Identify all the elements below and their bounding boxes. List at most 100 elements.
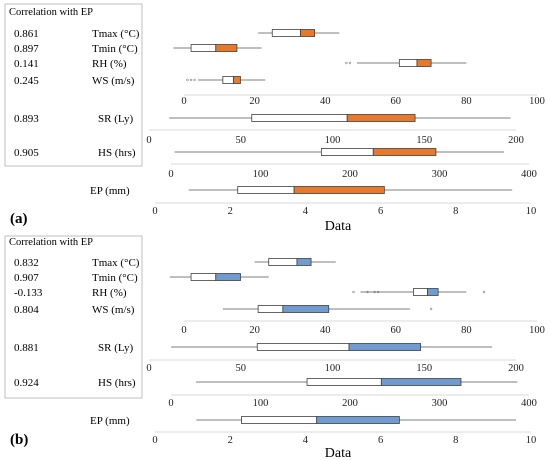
correlation-value: 0.881 <box>14 342 39 354</box>
correlation-value: 0.141 <box>14 58 39 70</box>
box-upper <box>282 305 330 313</box>
tick-label: 0 <box>146 135 151 146</box>
box-upper <box>416 59 432 67</box>
box-upper <box>316 416 400 424</box>
tick-label: 40 <box>320 96 331 107</box>
panel-label: (a) <box>10 211 28 227</box>
tick-label: 200 <box>508 363 524 374</box>
variable-label: Tmin (°C) <box>92 272 138 284</box>
tick-label: 0 <box>152 206 157 217</box>
correlation-value: 0.907 <box>14 272 39 284</box>
correlation-value: 0.924 <box>14 377 39 389</box>
tick-label: 200 <box>342 398 358 409</box>
correlation-value: -0.133 <box>14 287 43 299</box>
box-lower <box>251 114 348 122</box>
legend-box <box>4 235 143 399</box>
tick-label: 8 <box>453 435 458 446</box>
tick-label: 0 <box>168 169 173 180</box>
variable-label: RH (%) <box>92 287 127 299</box>
variable-label: HS (hrs) <box>98 377 136 389</box>
legend-title: Correlation with EP <box>9 237 93 248</box>
box-lower <box>398 59 418 67</box>
box-upper <box>293 186 385 194</box>
tick-label: 50 <box>236 363 247 374</box>
tick-label: 60 <box>391 96 402 107</box>
variable-label: EP (mm) <box>90 415 130 427</box>
tick-label: 400 <box>521 169 537 180</box>
tick-label: 100 <box>529 96 545 107</box>
tick-label: 0 <box>152 435 157 446</box>
tick-label: 20 <box>249 325 260 336</box>
box-upper <box>215 44 238 52</box>
variable-label: WS (m/s) <box>92 304 135 316</box>
correlation-value: 0.861 <box>14 28 39 40</box>
tick-label: 80 <box>461 96 472 107</box>
box-lower <box>190 273 217 281</box>
box-lower <box>190 44 217 52</box>
x-axis-title: Data <box>325 219 352 234</box>
outlier-point <box>429 307 433 311</box>
box-lower <box>306 378 382 386</box>
variable-label: Tmin (°C) <box>92 43 138 55</box>
x-axis-title: Data <box>325 446 352 460</box>
tick-label: 2 <box>228 206 233 217</box>
box-upper <box>372 148 437 156</box>
box-lower <box>268 258 298 266</box>
tick-label: 100 <box>253 169 269 180</box>
tick-label: 50 <box>236 135 247 146</box>
tick-label: 8 <box>453 206 458 217</box>
box-lower <box>256 343 350 351</box>
outlier-point <box>348 61 352 65</box>
box-upper <box>346 114 416 122</box>
outlier-point <box>482 290 486 294</box>
box-lower <box>241 416 318 424</box>
tick-label: 200 <box>508 135 524 146</box>
tick-label: 150 <box>416 135 432 146</box>
outlier-point <box>186 78 189 82</box>
box-lower <box>320 148 374 156</box>
box-lower <box>237 186 295 194</box>
tick-label: 20 <box>249 96 260 107</box>
correlation-value: 0.905 <box>14 147 39 159</box>
correlation-value: 0.245 <box>14 75 39 87</box>
outlier-point <box>373 290 376 294</box>
box-lower <box>257 305 284 313</box>
variable-label: WS (m/s) <box>92 75 135 87</box>
legend-title: Correlation with EP <box>9 7 93 18</box>
variable-label: Tmax (°C) <box>92 257 140 269</box>
tick-label: 10 <box>526 206 537 217</box>
tick-label: 0 <box>181 96 186 107</box>
tick-label: 4 <box>303 435 309 446</box>
tick-label: 100 <box>325 135 341 146</box>
tick-label: 0 <box>146 363 151 374</box>
tick-label: 80 <box>461 325 472 336</box>
tick-label: 0 <box>168 398 173 409</box>
tick-label: 40 <box>320 325 331 336</box>
box-lower <box>222 76 234 84</box>
legend-box <box>4 3 143 167</box>
tick-label: 2 <box>228 435 233 446</box>
tick-label: 300 <box>432 398 448 409</box>
box-upper <box>427 288 439 296</box>
tick-label: 400 <box>521 398 537 409</box>
panel-label: (b) <box>10 432 28 448</box>
correlation-value: 0.832 <box>14 257 39 269</box>
box-upper <box>296 258 312 266</box>
box-upper <box>300 29 316 37</box>
outlier-point <box>366 290 369 294</box>
outlier-point <box>345 61 348 65</box>
correlation-value: 0.893 <box>14 113 39 125</box>
variable-label: SR (Ly) <box>98 342 133 354</box>
tick-label: 6 <box>378 206 383 217</box>
outlier-point <box>193 78 196 82</box>
variable-label: EP (mm) <box>90 185 130 197</box>
tick-label: 4 <box>303 206 309 217</box>
tick-label: 10 <box>526 435 537 446</box>
box-upper <box>380 378 462 386</box>
tick-label: 100 <box>253 398 269 409</box>
correlation-value: 0.804 <box>14 304 39 316</box>
box-lower <box>271 29 301 37</box>
tick-label: 100 <box>325 363 341 374</box>
